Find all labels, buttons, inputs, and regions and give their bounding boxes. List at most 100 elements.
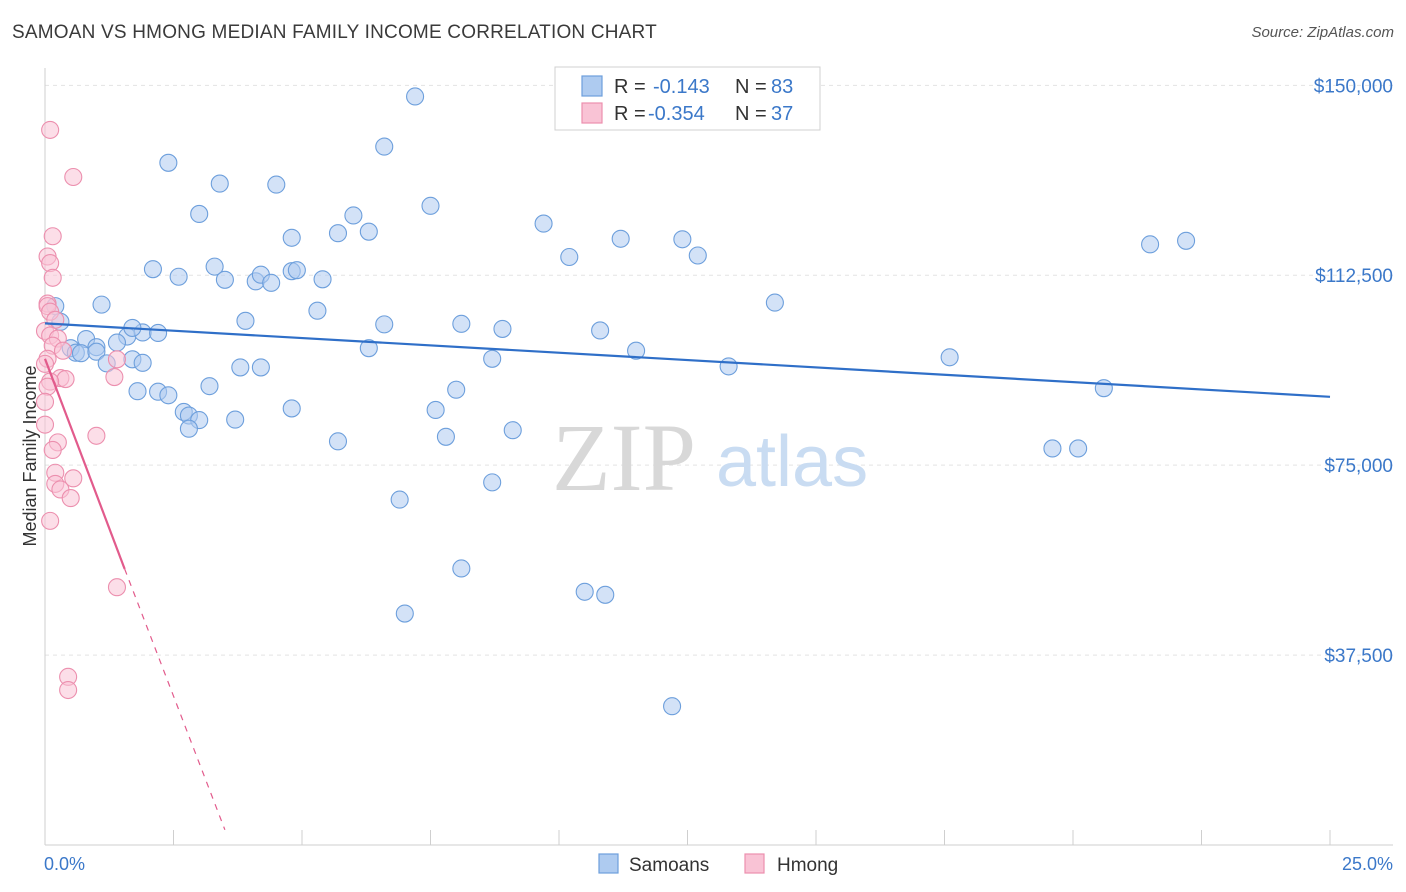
data-point	[596, 585, 615, 604]
data-point	[53, 341, 73, 360]
data-point	[43, 227, 62, 246]
legend-n-value: 83	[771, 76, 793, 98]
data-point	[282, 228, 301, 247]
data-point	[169, 267, 188, 286]
data-point	[575, 582, 594, 601]
data-point	[436, 427, 455, 446]
data-point	[149, 323, 168, 343]
data-point	[688, 246, 707, 265]
data-point	[1177, 231, 1196, 250]
data-point	[673, 230, 692, 249]
trend-line-hmong	[43, 358, 126, 570]
data-point	[627, 341, 646, 360]
data-point	[59, 680, 78, 700]
trend-line-extension	[124, 568, 226, 831]
legend-bottom: Samoans Hmong	[598, 853, 838, 876]
data-point	[1069, 439, 1088, 458]
data-point	[215, 270, 234, 289]
watermark: ZIP atlas	[552, 404, 868, 511]
data-point	[236, 311, 255, 330]
data-point	[421, 196, 440, 215]
legend-swatch-samoans	[581, 75, 603, 97]
trend-line-samoans	[44, 322, 1331, 398]
data-point	[308, 301, 327, 320]
data-point	[226, 410, 245, 429]
legend-r-label: R =	[614, 103, 646, 125]
data-point	[143, 260, 162, 279]
data-point	[611, 229, 630, 248]
data-point	[359, 339, 378, 358]
data-point	[105, 367, 124, 387]
data-point	[483, 473, 502, 492]
source-credit: Source: ZipAtlas.com	[1251, 24, 1394, 41]
data-point	[41, 511, 60, 530]
x-tick-label: 0.0%	[44, 854, 85, 874]
axes	[44, 68, 1393, 846]
data-point	[41, 120, 60, 139]
data-point	[375, 137, 394, 156]
data-point	[940, 348, 959, 367]
data-point	[390, 490, 409, 509]
data-point	[328, 432, 348, 451]
data-point	[1043, 439, 1062, 458]
data-point	[190, 204, 209, 224]
data-point	[231, 358, 250, 377]
legend-swatch-hmong	[744, 853, 765, 874]
data-point	[87, 342, 106, 361]
x-tick-label: 25.0%	[1342, 854, 1393, 874]
data-point	[107, 350, 127, 369]
data-point	[35, 415, 55, 434]
legend-swatch-samoans	[598, 853, 619, 874]
data-point	[534, 214, 553, 233]
y-tick-label: $37,500	[1324, 646, 1393, 667]
data-point	[765, 293, 784, 312]
data-point	[210, 174, 229, 193]
data-point	[344, 206, 363, 225]
data-point	[43, 440, 62, 460]
data-point	[1094, 379, 1113, 398]
data-point	[87, 426, 106, 445]
series-samoans	[46, 87, 1196, 716]
x-tick-labels: 0.0% 25.0%	[44, 854, 1393, 874]
data-point	[560, 247, 579, 267]
legend-n-value: 37	[771, 103, 793, 125]
data-point	[1141, 235, 1160, 254]
data-point	[313, 270, 332, 289]
watermark-zip: ZIP	[552, 404, 696, 511]
data-point	[359, 222, 378, 241]
legend-top: R = -0.143 N = 83 R = -0.354 N = 37	[554, 66, 821, 131]
data-point	[287, 261, 306, 280]
data-point	[483, 349, 502, 368]
y-tick-label: $150,000	[1314, 76, 1393, 97]
data-point	[262, 273, 281, 292]
legend-r-value: -0.354	[648, 103, 705, 125]
data-point	[133, 353, 152, 372]
data-point	[159, 153, 178, 172]
legend-r-value: -0.143	[653, 76, 710, 98]
data-point	[375, 315, 394, 334]
data-point	[71, 344, 91, 363]
legend-r-label: R =	[614, 76, 646, 98]
data-point	[64, 167, 83, 187]
data-point	[591, 321, 610, 340]
data-point	[35, 392, 55, 411]
data-point	[719, 357, 738, 376]
data-point	[663, 697, 682, 716]
series-hmong	[35, 120, 127, 700]
data-point	[406, 87, 425, 106]
data-point	[426, 400, 445, 420]
trend-lines	[43, 322, 1331, 831]
y-tick-label: $75,000	[1324, 456, 1393, 477]
data-point	[493, 319, 512, 338]
data-point	[56, 370, 75, 389]
y-tick-labels: $37,500 $75,000 $112,500 $150,000	[1314, 76, 1393, 667]
data-point	[128, 382, 147, 401]
data-point	[107, 333, 127, 352]
data-point	[200, 377, 219, 396]
legend-label-samoans: Samoans	[629, 855, 709, 876]
data-point	[251, 358, 270, 377]
data-point	[179, 419, 198, 438]
data-point	[159, 386, 178, 405]
data-point	[64, 469, 83, 488]
